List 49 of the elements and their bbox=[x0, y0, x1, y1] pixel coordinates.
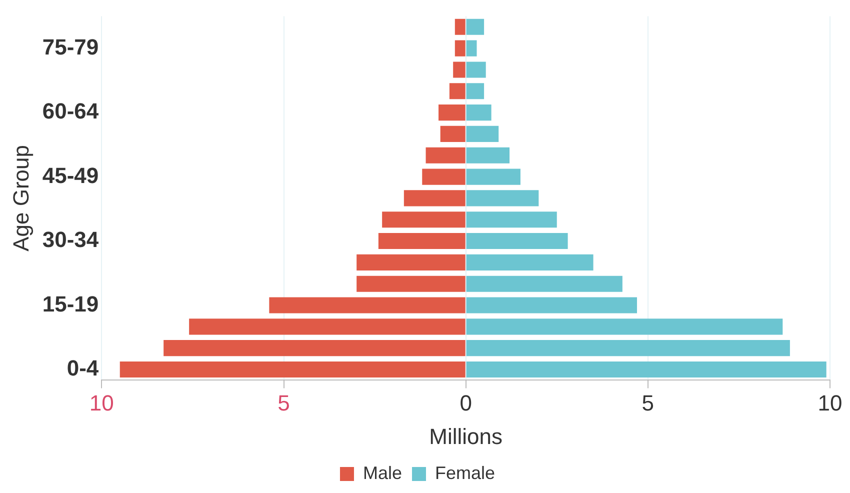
bar bbox=[466, 297, 637, 314]
bar bbox=[269, 297, 466, 314]
bar bbox=[466, 147, 510, 164]
bar bbox=[382, 212, 466, 228]
bar bbox=[466, 361, 826, 378]
y-axis-title: Age Group bbox=[8, 144, 34, 252]
bar bbox=[466, 340, 790, 356]
bar bbox=[120, 361, 466, 378]
x-axis-title: Millions bbox=[429, 424, 503, 449]
legend-label: Female bbox=[434, 462, 496, 483]
bar bbox=[454, 18, 466, 35]
bar bbox=[422, 168, 466, 185]
bar bbox=[164, 340, 466, 356]
bar bbox=[466, 18, 484, 35]
y-tick-label: 15-19 bbox=[42, 291, 99, 316]
bar bbox=[404, 190, 466, 206]
legend-label: Male bbox=[362, 462, 402, 483]
bar bbox=[189, 318, 466, 335]
y-tick-label: 0-4 bbox=[66, 356, 100, 381]
bar bbox=[454, 40, 466, 56]
x-tick-label: 5 bbox=[278, 390, 290, 416]
x-tick-label: 0 bbox=[460, 390, 472, 416]
bar bbox=[440, 126, 466, 142]
bar bbox=[466, 126, 499, 142]
bar bbox=[466, 83, 484, 100]
bar bbox=[466, 40, 477, 56]
bar bbox=[466, 168, 520, 185]
bar bbox=[466, 318, 783, 335]
bar bbox=[466, 62, 486, 78]
y-tick-label: 30-34 bbox=[42, 227, 100, 252]
bar bbox=[466, 212, 557, 228]
bar bbox=[466, 190, 539, 206]
bar bbox=[453, 62, 466, 78]
bar bbox=[466, 232, 568, 250]
bar bbox=[426, 147, 466, 164]
y-tick-label: 60-64 bbox=[42, 98, 100, 124]
bar bbox=[356, 254, 466, 270]
bar bbox=[378, 232, 466, 250]
bar bbox=[356, 276, 466, 292]
x-tick-label: 10 bbox=[818, 390, 842, 416]
bar bbox=[466, 276, 622, 292]
y-tick-label: 45-49 bbox=[42, 162, 99, 188]
bar bbox=[466, 254, 594, 270]
x-tick-label: 10 bbox=[89, 390, 114, 416]
bar bbox=[466, 104, 492, 121]
x-tick-label: 5 bbox=[642, 390, 654, 416]
y-tick-label: 75-79 bbox=[42, 34, 99, 60]
bar bbox=[449, 83, 466, 100]
bar bbox=[438, 104, 466, 121]
